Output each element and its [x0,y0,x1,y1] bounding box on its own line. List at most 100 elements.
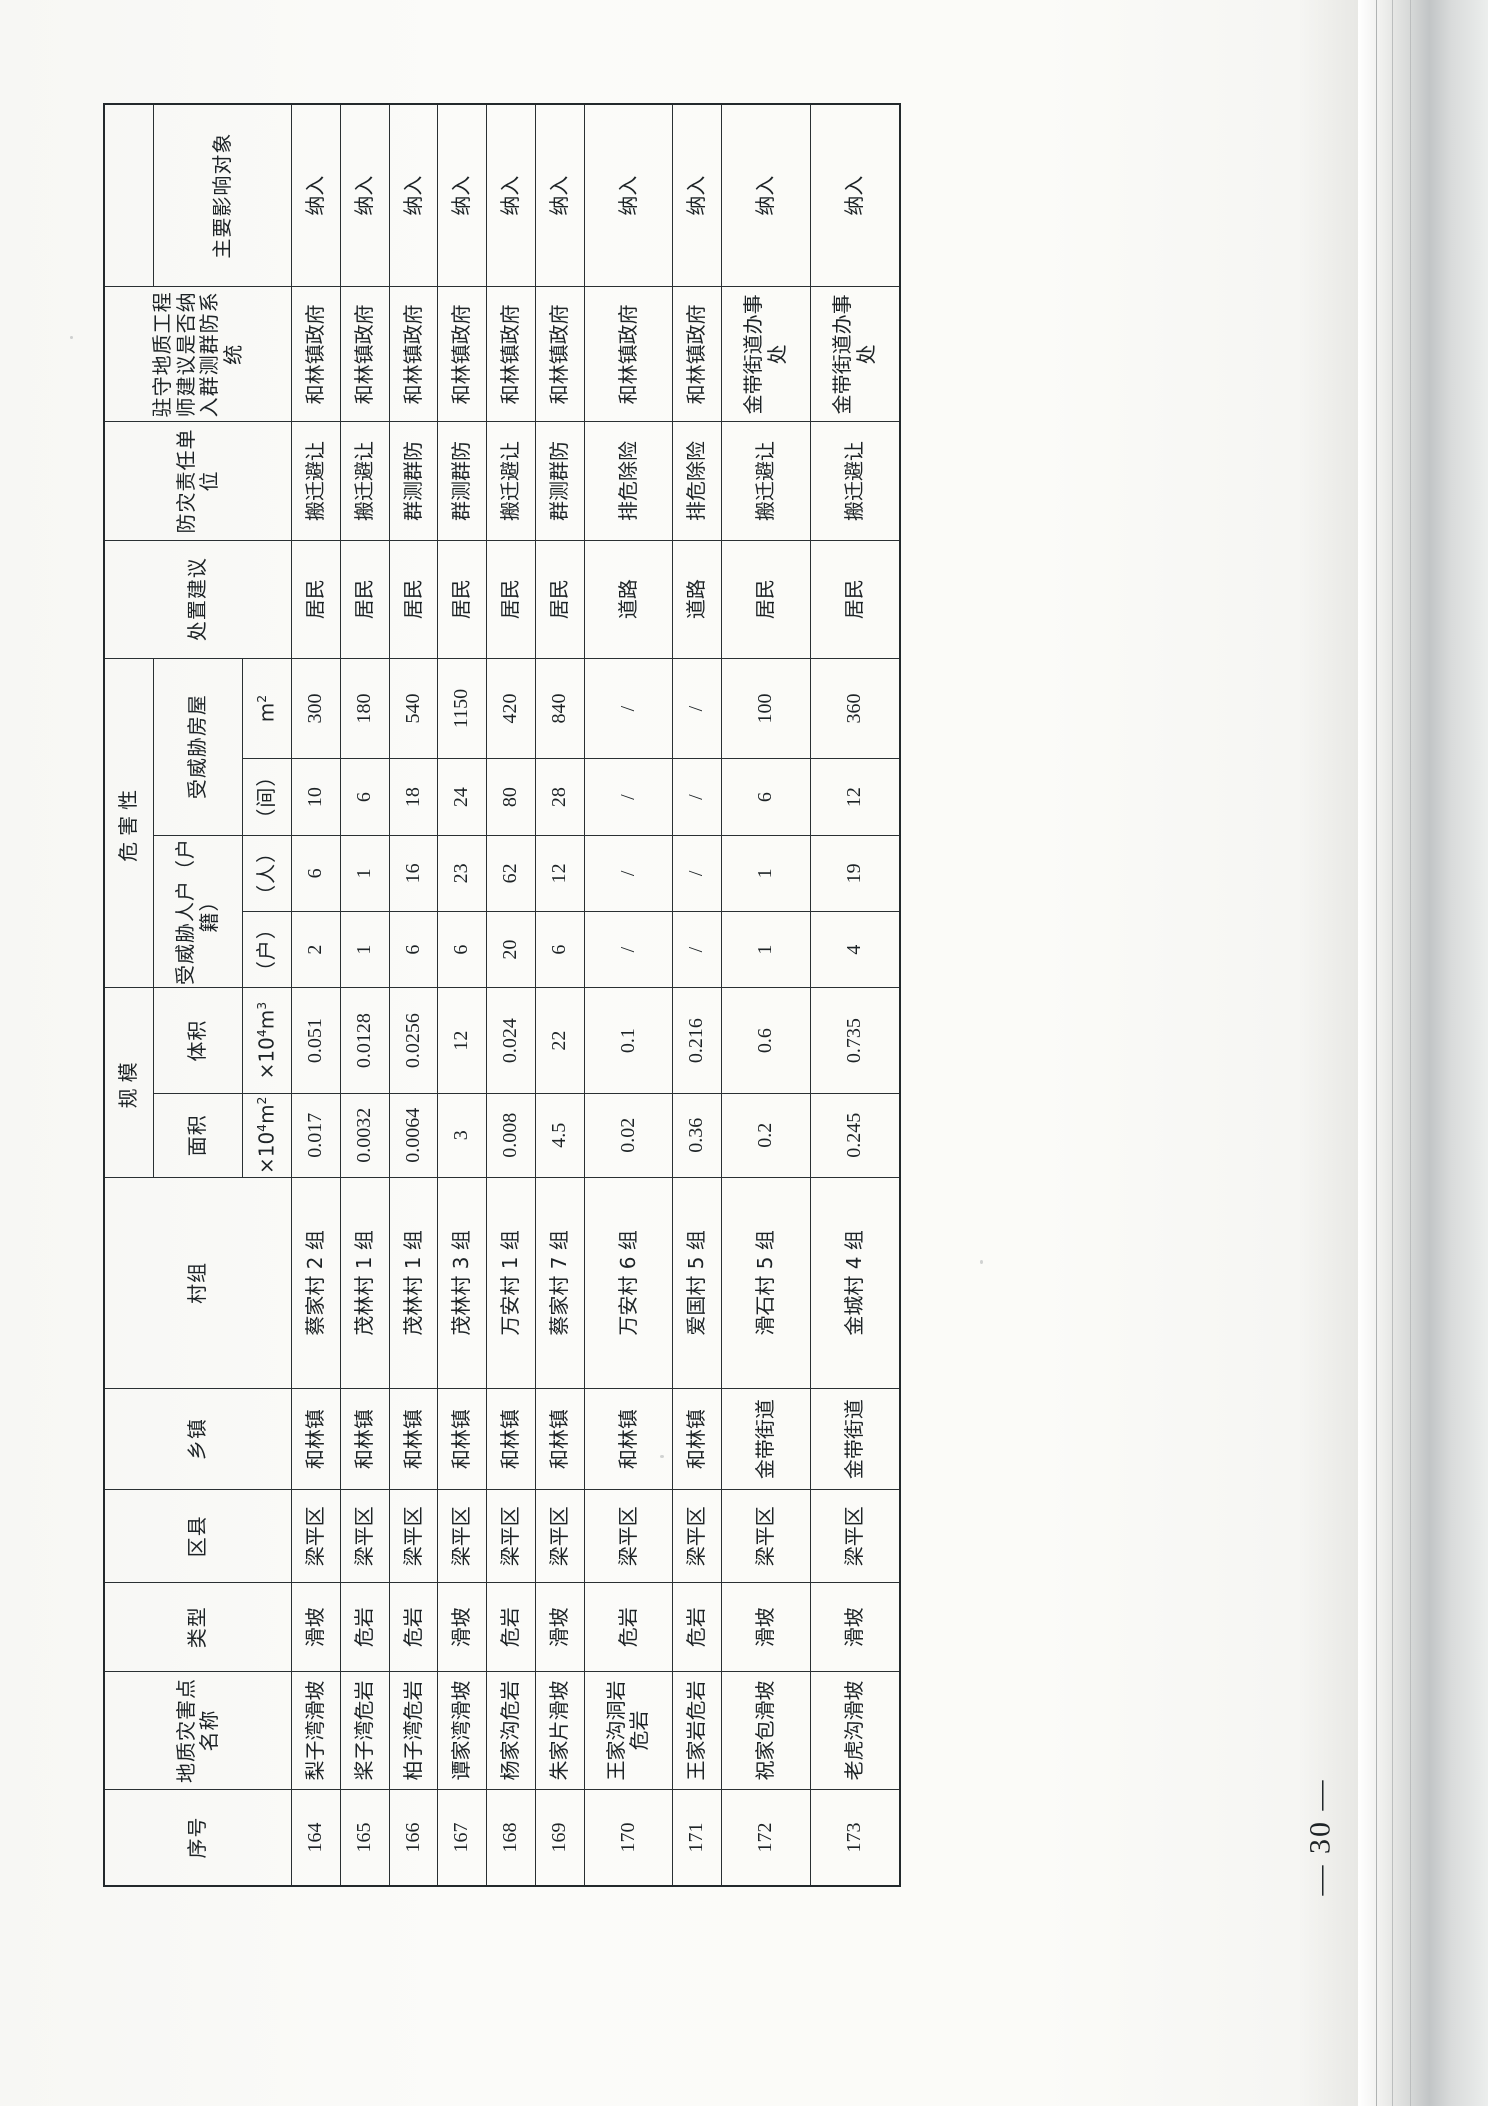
cell-disposal-advice: 搬迁避让 [486,421,536,541]
cell-hazard-name: 杨家沟危岩 [486,1671,536,1790]
cell-monitoring-included: 纳入 [584,104,673,287]
cell-area: 0.2 [721,1093,811,1178]
cell-township: 金带街道 [721,1388,811,1490]
cell-township: 和林镇 [486,1388,536,1490]
cell-type: 滑坡 [810,1582,900,1672]
cell-district: 梁平区 [810,1489,900,1583]
cell-main-affected: 道路 [672,540,722,659]
cell-monitoring-included: 纳入 [721,104,811,287]
cell-village-group: 蔡家村 7 组 [535,1177,584,1389]
cell-village-group: 万安村 6 组 [584,1177,673,1389]
cell-type: 危岩 [672,1582,722,1672]
cell-volume: 0.051 [291,987,341,1094]
cell-households: / [584,911,673,988]
cell-seq: 164 [291,1789,341,1886]
cell-house-sqm: 300 [291,658,341,759]
cell-house-sqm: 100 [721,658,811,759]
cell-district: 梁平区 [437,1489,487,1583]
cell-type: 滑坡 [721,1582,811,1672]
cell-type: 滑坡 [535,1582,584,1672]
cell-volume: 22 [535,987,584,1094]
geological-hazard-table: 序号 地质灾害点名称 类型 区县 乡镇 村组 规模 危害性 处置建议 防灾责任单… [103,101,901,1889]
cell-main-affected: 居民 [810,540,900,659]
cell-people: / [672,835,722,912]
cell-households: 6 [535,911,584,988]
cell-area: 3 [437,1093,487,1178]
cell-monitoring-included: 纳入 [340,104,390,287]
cell-seq: 171 [672,1789,722,1886]
cell-responsible-unit: 金带街道办事处 [810,286,900,422]
scan-edge-shadow [1298,0,1358,2106]
table-row: 167 谭家湾滑坡 滑坡 梁平区 和林镇 茂林村 3 组 3 12 6 23 24 1150 居民 群测群… [437,104,487,1886]
cell-disposal-advice: 群测群防 [437,421,487,541]
cell-households: 6 [437,911,487,988]
cell-households: 20 [486,911,536,988]
cell-volume: 0.0128 [340,987,390,1094]
cell-monitoring-included: 纳入 [389,104,438,287]
cell-house-sqm: 420 [486,658,536,759]
cell-volume: 0.6 [721,987,811,1094]
cell-hazard-name: 王家岩危岩 [672,1671,722,1790]
cell-area: 0.008 [486,1093,536,1178]
cell-area: 0.36 [672,1093,722,1178]
cell-village-group: 爱国村 5 组 [672,1177,722,1389]
unit-volume: ×104m3 [242,987,292,1094]
cell-disposal-advice: 搬迁避让 [721,421,811,541]
cell-township: 和林镇 [291,1388,341,1490]
cell-house-sqm: 540 [389,658,438,759]
cell-disposal-advice: 群测群防 [389,421,438,541]
cell-village-group: 茂林村 1 组 [340,1177,390,1389]
cell-district: 梁平区 [486,1489,536,1583]
cell-main-affected: 居民 [486,540,536,659]
cell-district: 梁平区 [389,1489,438,1583]
cell-volume: 0.0256 [389,987,438,1094]
unit-rooms: （间） [242,758,292,836]
cell-households: 2 [291,911,341,988]
cell-hazard-name: 王家沟洞岩危岩 [584,1671,673,1790]
cell-households: 1 [340,911,390,988]
unit-house-sqm: m2 [242,658,292,759]
cell-rooms: 12 [810,758,900,836]
cell-township: 和林镇 [437,1388,487,1490]
cell-people: / [584,835,673,912]
cell-house-sqm: / [672,658,722,759]
page-number: — 30 — [1303,1778,1337,1896]
cell-monitoring-included: 纳入 [535,104,584,287]
cell-people: 16 [389,835,438,912]
table-row: 168 杨家沟危岩 危岩 梁平区 和林镇 万安村 1 组 0.008 0.024 20 62 80 4… [486,104,536,1886]
cell-disposal-advice: 排危除险 [672,421,722,541]
cell-rooms: 24 [437,758,487,836]
cell-monitoring-included: 纳入 [291,104,341,287]
unit-people: （人） [242,835,292,912]
header-district: 区县 [104,1489,292,1583]
cell-township: 和林镇 [584,1388,673,1490]
cell-district: 梁平区 [584,1489,673,1583]
cell-area: 4.5 [535,1093,584,1178]
cell-village-group: 万安村 1 组 [486,1177,536,1389]
cell-households: 4 [810,911,900,988]
table-row: 173 老虎沟滑坡 滑坡 梁平区 金带街道 金城村 4 组 0.245 0.735 4 19 12 3… [810,104,900,1886]
header-type: 类型 [104,1582,292,1672]
cell-township: 和林镇 [340,1388,390,1490]
cell-type: 危岩 [584,1582,673,1672]
cell-seq: 169 [535,1789,584,1886]
cell-seq: 173 [810,1789,900,1886]
rotated-table-stage: 序号 地质灾害点名称 类型 区县 乡镇 村组 规模 危害性 处置建议 防灾责任单… [103,101,901,1889]
header-village-group: 村组 [104,1177,292,1389]
cell-area: 0.02 [584,1093,673,1178]
cell-type: 危岩 [389,1582,438,1672]
cell-seq: 172 [721,1789,811,1886]
cell-main-affected: 居民 [535,540,584,659]
cell-people: 19 [810,835,900,912]
cell-households: / [672,911,722,988]
cell-hazard-name: 梨子湾滑坡 [291,1671,341,1790]
cell-village-group: 滑石村 5 组 [721,1177,811,1389]
cell-people: 23 [437,835,487,912]
cell-house-sqm: / [584,658,673,759]
cell-monitoring-included: 纳入 [486,104,536,287]
cell-rooms: 6 [340,758,390,836]
cell-main-affected: 居民 [389,540,438,659]
cell-volume: 0.216 [672,987,722,1094]
cell-area: 0.0032 [340,1093,390,1178]
header-hazard-name: 地质灾害点名称 [104,1671,292,1790]
